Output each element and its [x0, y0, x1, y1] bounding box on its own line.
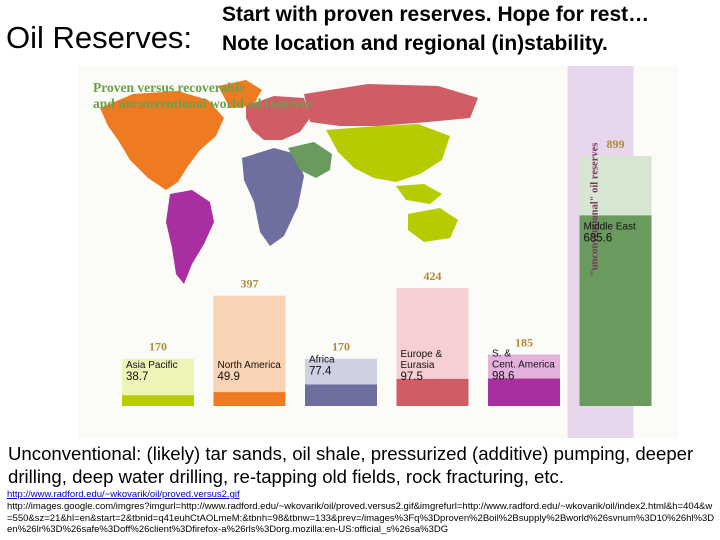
bar-proven-north-america	[213, 392, 286, 406]
bar-recoverable-north-america	[213, 295, 286, 406]
world-map	[100, 80, 478, 284]
proven-label-africa: 77.4	[309, 365, 332, 377]
map-middle-east	[288, 142, 332, 178]
map-greenland	[218, 80, 262, 108]
recoverable-label-north-america: 397	[241, 277, 259, 291]
chart-title-line-1: Proven versus recoverable	[93, 80, 245, 95]
unconventional-label: "unconventional" oil reserves	[590, 143, 601, 276]
map-africa	[242, 148, 304, 246]
bar-proven-middle-east	[579, 215, 652, 406]
map-russia	[304, 84, 478, 126]
map-north-america	[100, 91, 224, 190]
map-southeast-asia	[396, 184, 442, 204]
bar-proven-africa	[305, 384, 377, 406]
slide-header-line-2: Note location and regional (in)stability…	[222, 32, 608, 55]
map-australia	[408, 208, 458, 242]
region-label-middle-east: Middle East	[584, 221, 636, 232]
bar-proven-s-cent-america	[488, 378, 560, 406]
chart-title-line-2: and unconventional world oil reserves	[93, 96, 312, 111]
recoverable-label-asia-pacific: 170	[149, 340, 167, 354]
map-south-america	[166, 190, 214, 284]
region-label-north-america: North America	[218, 360, 282, 371]
slide-body-text: Unconventional: (likely) tar sands, oil …	[8, 443, 694, 487]
proven-label-north-america: 49.9	[218, 371, 240, 383]
proven-label-europe-eurasia: 97.5	[401, 371, 423, 383]
recoverable-label-africa: 170	[332, 340, 350, 354]
oil-reserves-chart: Proven versus recoverable and unconventi…	[78, 66, 678, 438]
map-europe	[246, 96, 310, 140]
map-asia	[326, 124, 450, 182]
proven-label-asia-pacific: 38.7	[126, 371, 148, 383]
slide-title: Oil Reserves:	[6, 20, 193, 55]
region-label-asia-pacific: Asia Pacific	[126, 360, 178, 371]
region-label-europe-eurasia: Europe & Eurasia	[401, 349, 443, 371]
bar-proven-asia-pacific	[122, 395, 194, 406]
slide-header-line-1: Start with proven reserves. Hope for res…	[222, 3, 650, 26]
proven-label-middle-east: 685.6	[584, 232, 613, 244]
source-link-1[interactable]: http://www.radford.edu/~wkovarik/oil/pro…	[7, 489, 240, 500]
proven-label-s-cent-america: 98.6	[492, 371, 514, 383]
recoverable-label-middle-east: 899	[607, 137, 625, 151]
recoverable-label-s-cent-america: 185	[515, 336, 533, 350]
recoverable-label-europe-eurasia: 424	[424, 269, 442, 283]
source-link-2[interactable]: http://images.google.com/imgres?imgurl=h…	[7, 501, 715, 535]
region-label-s-cent-america: S. & Cent. America	[492, 349, 555, 371]
bar-proven-europe-eurasia	[396, 378, 469, 406]
region-label-africa: Africa	[309, 354, 335, 365]
